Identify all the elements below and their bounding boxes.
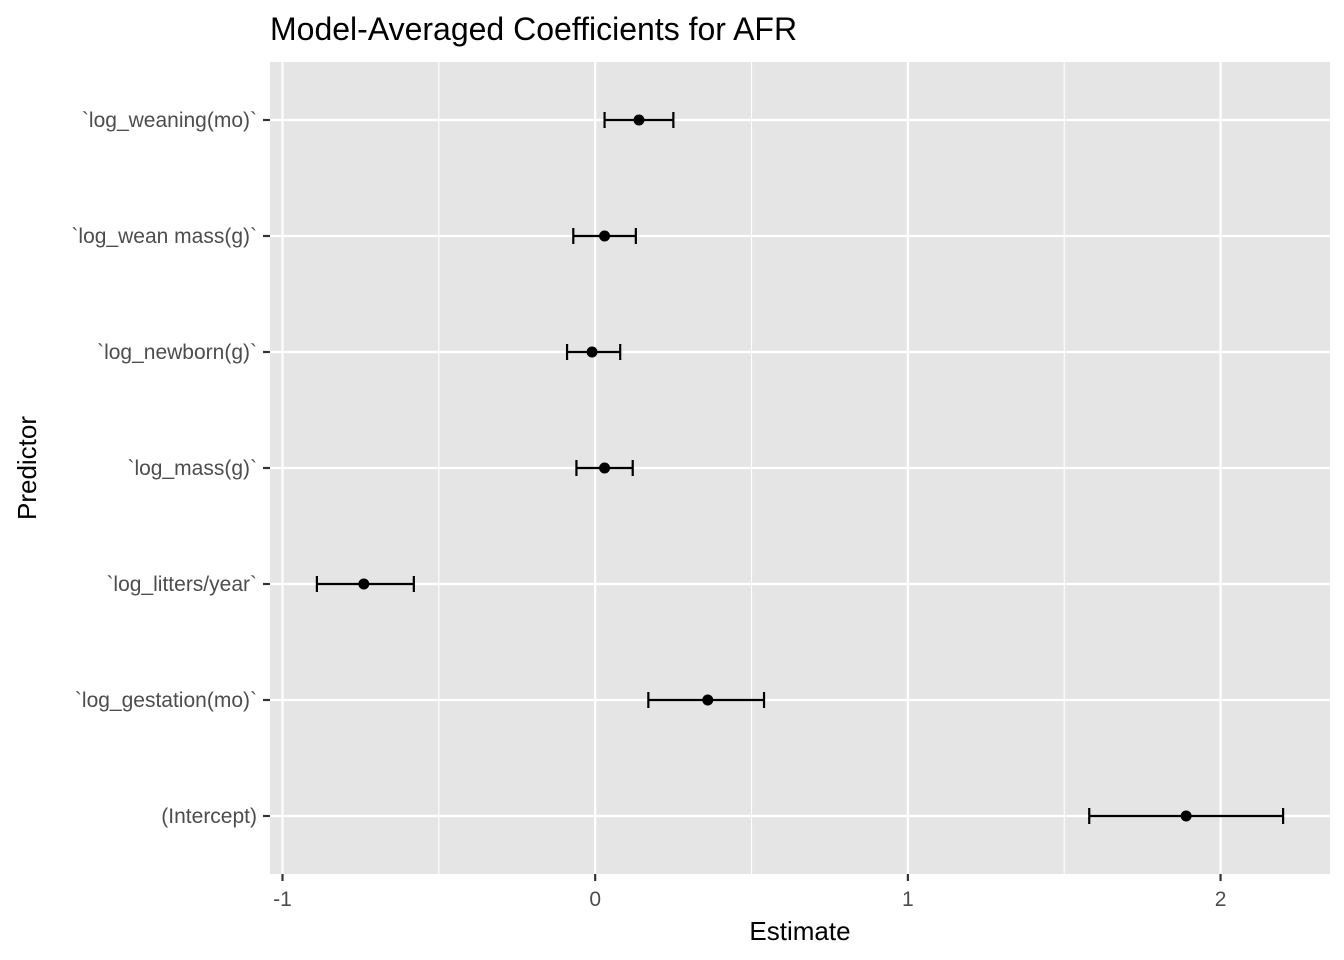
chart-title: Model-Averaged Coefficients for AFR [270, 11, 797, 47]
x-axis-title: Estimate [749, 916, 850, 946]
estimate-point [599, 230, 611, 242]
y-tick-label: `log_newborn(g)` [97, 341, 257, 364]
y-tick-label: `log_gestation(mo)` [75, 689, 257, 712]
estimate-point [586, 346, 598, 358]
x-tick-label: -1 [273, 888, 292, 911]
y-tick-label: `log_mass(g)` [127, 457, 257, 480]
y-axis-ticks: `log_weaning(mo)` `log_wean mass(g)` `log_… [71, 109, 270, 828]
estimate-point [599, 462, 611, 474]
y-tick-label: `log_weaning(mo)` [82, 109, 257, 132]
y-tick-label: (Intercept) [161, 805, 257, 828]
x-tick-label: 0 [589, 888, 601, 911]
x-tick-label: 1 [902, 888, 914, 911]
x-axis-ticks: -1 0 1 2 [273, 874, 1226, 911]
y-tick-label: `log_wean mass(g)` [71, 225, 257, 248]
major-gridlines [270, 62, 1330, 874]
x-tick-label: 2 [1215, 888, 1227, 911]
estimate-point [1180, 810, 1192, 822]
y-tick-label: `log_litters/year` [106, 573, 257, 596]
estimate-points [358, 114, 1192, 822]
estimate-point [702, 694, 714, 706]
estimate-point [358, 578, 370, 590]
estimate-point [633, 114, 645, 126]
y-axis-title: Predictor [12, 416, 42, 520]
